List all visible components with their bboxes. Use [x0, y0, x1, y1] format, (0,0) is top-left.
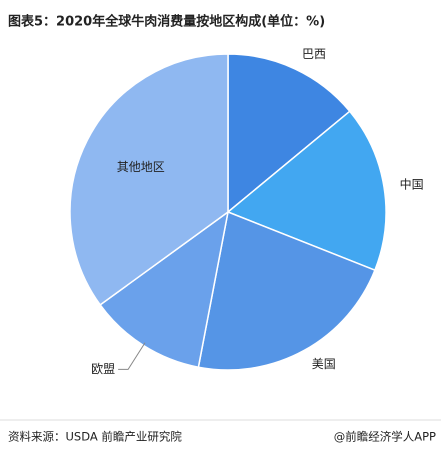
slice-label: 中国 [400, 176, 424, 191]
pie-slice [226, 110, 387, 272]
pie-slice [227, 53, 351, 214]
chart-title: 图表5：2020年全球牛肉消费量按地区构成(单位：%) [8, 14, 325, 30]
source: 资料来源：USDA 前瞻产业研究院 [8, 430, 182, 444]
pie-slice [197, 210, 376, 371]
slice-label: 欧盟 [91, 362, 115, 376]
credit: @前瞻经济学人APP [334, 430, 436, 444]
slice-label: 其他地区 [117, 160, 165, 174]
leader-line [118, 342, 146, 370]
pie-slice [69, 53, 229, 306]
slice-label: 巴西 [302, 47, 326, 61]
slice-label: 美国 [312, 357, 336, 371]
